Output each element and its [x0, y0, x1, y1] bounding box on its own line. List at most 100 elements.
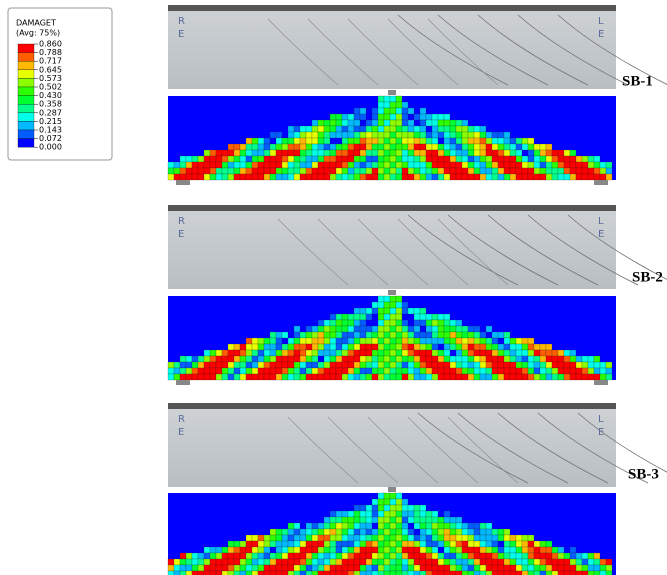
damage-cell [372, 350, 378, 356]
damage-cell [432, 326, 438, 332]
damage-cell [474, 332, 480, 338]
damage-cell [396, 523, 402, 529]
damage-cell [420, 374, 426, 380]
damage-cell [198, 374, 204, 380]
damage-cell [396, 326, 402, 332]
damage-cell [390, 156, 396, 162]
damage-cell [366, 571, 372, 575]
damage-cell [456, 529, 462, 535]
damage-cell [174, 374, 180, 380]
damage-cell [210, 156, 216, 162]
damage-cell [402, 517, 408, 523]
damage-cell [480, 126, 486, 132]
damage-cell [384, 102, 390, 108]
damage-cell [264, 356, 270, 362]
photo-shadow [168, 205, 616, 211]
damage-cell [486, 523, 492, 529]
damage-cell [384, 320, 390, 326]
damage-cell [432, 559, 438, 565]
damage-cell [210, 150, 216, 156]
damage-cell [318, 156, 324, 162]
damage-cell [384, 344, 390, 350]
damage-cell [528, 565, 534, 571]
damage-cell [408, 553, 414, 559]
damage-cell [558, 174, 564, 180]
damage-cell [312, 529, 318, 535]
damage-cell [342, 368, 348, 374]
damage-cell [552, 162, 558, 168]
damage-cell [186, 156, 192, 162]
damage-cell [456, 338, 462, 344]
damage-cell [486, 132, 492, 138]
damage-cell [456, 120, 462, 126]
beam-mark: E [598, 29, 604, 40]
damage-cell [438, 529, 444, 535]
damage-cell [306, 541, 312, 547]
damage-cell [498, 138, 504, 144]
damage-cell [492, 362, 498, 368]
damage-cell [522, 559, 528, 565]
damage-cell [474, 156, 480, 162]
damage-cell [342, 174, 348, 180]
damage-cell [354, 517, 360, 523]
damage-cell [258, 368, 264, 374]
damage-cell [372, 559, 378, 565]
damage-cell [348, 156, 354, 162]
beam-mark: R [178, 216, 185, 227]
damage-cell [270, 332, 276, 338]
damage-cell [384, 150, 390, 156]
damage-cell [420, 368, 426, 374]
damage-cell [312, 547, 318, 553]
damage-cell [372, 499, 378, 505]
damage-cell [480, 150, 486, 156]
damage-cell [396, 162, 402, 168]
damage-cell [450, 138, 456, 144]
damage-cell [192, 162, 198, 168]
beam-mark: E [598, 229, 604, 240]
damage-cell [468, 553, 474, 559]
damage-cell [276, 162, 282, 168]
damage-cell [294, 126, 300, 132]
damage-cell [492, 374, 498, 380]
damage-cell [372, 156, 378, 162]
damage-cell [384, 553, 390, 559]
legend-band [18, 139, 34, 148]
damage-cell [390, 493, 396, 499]
damage-cell [432, 156, 438, 162]
damage-cell [270, 374, 276, 380]
damage-cell [186, 168, 192, 174]
damage-cell [342, 529, 348, 535]
damage-cell [252, 144, 258, 150]
damage-cell [378, 108, 384, 114]
damage-cell [390, 505, 396, 511]
damage-cell [564, 350, 570, 356]
damage-cell [426, 553, 432, 559]
damage-cell [312, 344, 318, 350]
damage-cell [378, 174, 384, 180]
damage-cell [582, 162, 588, 168]
damage-cell [462, 559, 468, 565]
damage-cell [246, 144, 252, 150]
damage-cell [570, 559, 576, 565]
damage-cell [486, 156, 492, 162]
damage-cell [324, 571, 330, 575]
damage-cell [462, 344, 468, 350]
damage-cell [354, 565, 360, 571]
damage-cell [240, 168, 246, 174]
damage-cell [300, 559, 306, 565]
damage-cell [408, 344, 414, 350]
damage-cell [432, 535, 438, 541]
damage-cell [234, 374, 240, 380]
damage-cell [384, 523, 390, 529]
damage-cell [444, 332, 450, 338]
damage-cell [306, 138, 312, 144]
damage-cell [420, 553, 426, 559]
damage-cell [444, 132, 450, 138]
damage-cell [594, 174, 600, 180]
damage-cell [588, 565, 594, 571]
damage-cell [456, 326, 462, 332]
damage-cell [420, 174, 426, 180]
damage-cell [354, 344, 360, 350]
damage-cell [366, 314, 372, 320]
damage-cell [366, 541, 372, 547]
